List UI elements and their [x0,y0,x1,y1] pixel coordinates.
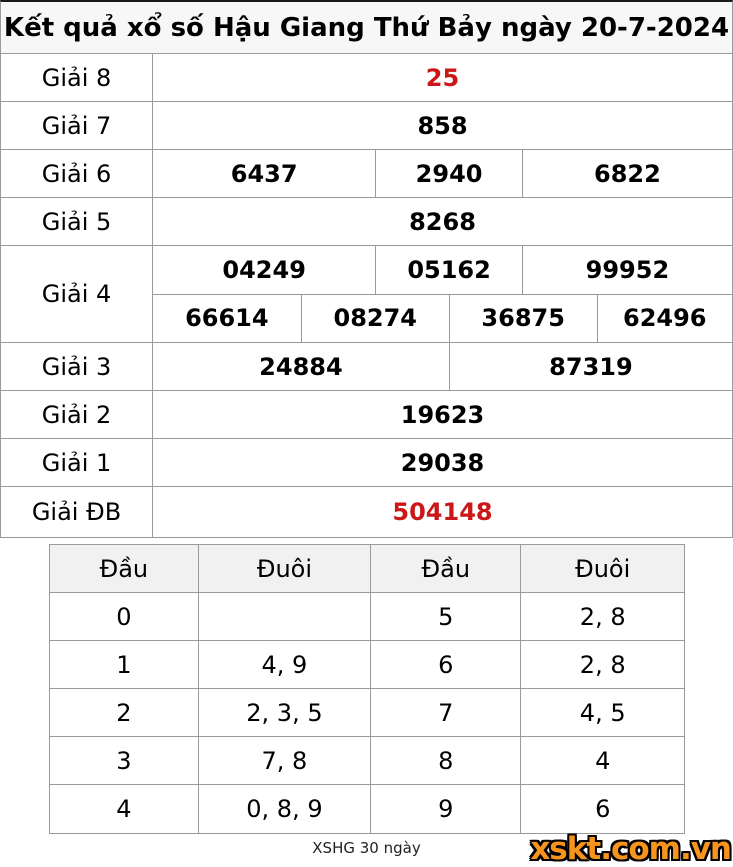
site-logo[interactable]: xskt.com.vn [530,831,732,867]
head-tail-row-2: 2 2, 3, 5 7 4, 5 [50,689,684,737]
head-cell: 5 [370,593,520,640]
prize-value-g4-4: 66614 [185,304,269,333]
prize-label-gdb: Giải ĐB [1,487,153,537]
tail-cell: 4, 9 [197,641,370,688]
prize-value-g5: 8268 [409,207,476,236]
tail-cell: 2, 8 [520,593,684,640]
head-cell: 0 [116,602,132,631]
tail-cell: 2, 8 [520,641,684,688]
prize-row-g8: Giải 8 25 [1,54,732,102]
head-tail-row-1: 1 4, 9 6 2, 8 [50,641,684,689]
head-cell: 1 [116,650,132,679]
prize-row-g4: Giải 4 04249 05162 99952 66614 08274 368… [1,246,732,343]
prize-label-g7: Giải 7 [1,102,153,149]
head-tail-header-row: Đầu Đuôi Đầu Đuôi [50,545,684,593]
prize-label-g2: Giải 2 [1,391,153,438]
prize-value-g8: 25 [425,63,460,92]
header-dau-left: Đầu [99,554,149,583]
head-tail-row-0: 0 5 2, 8 [50,593,684,641]
tail-cell: 4 [520,737,684,784]
head-cell: 7 [370,689,520,736]
tail-cell: 4, 5 [520,689,684,736]
prize-value-g4-3: 99952 [521,246,732,294]
page-title: Kết quả xổ số Hậu Giang Thứ Bảy ngày 20-… [1,2,732,54]
prize-row-g6: Giải 6 6437 2940 6822 [1,150,732,198]
head-cell: 4 [116,795,132,823]
prize-value-g3-1: 24884 [259,352,343,381]
prize-row-gdb: Giải ĐB 504148 [1,487,732,537]
tail-cell: 0, 8, 9 [197,785,370,833]
tail-cell: 6 [520,785,684,833]
prize-value-g6-3: 6822 [521,150,732,197]
header-duoi-left: Đuôi [197,545,370,592]
prize-value-g4-7: 62496 [596,294,733,342]
head-tail-row-4: 4 0, 8, 9 9 6 [50,785,684,833]
prize-value-gdb: 504148 [392,498,493,526]
prize-row-g5: Giải 5 8268 [1,198,732,246]
prize-row-g2: Giải 2 19623 [1,391,732,439]
tail-cell: 2, 3, 5 [197,689,370,736]
prize-value-g7: 858 [417,111,468,140]
prize-label-g5: Giải 5 [1,198,153,245]
prize-label-g1: Giải 1 [1,439,153,486]
prize-value-g4-6: 36875 [448,294,597,342]
prize-value-g6-1: 6437 [230,159,298,188]
prize-value-g6-2: 2940 [375,150,521,197]
head-tail-row-3: 3 7, 8 8 4 [50,737,684,785]
prize-label-g3: Giải 3 [1,343,153,390]
prize-row-g3: Giải 3 24884 87319 [1,343,732,391]
prize-value-g1: 29038 [400,448,485,477]
prize-value-g4-2: 05162 [375,246,521,294]
head-cell: 9 [370,785,520,833]
head-tail-table: Đầu Đuôi Đầu Đuôi 0 5 2, 8 1 4, 9 6 2, 8… [49,544,685,834]
header-duoi-right: Đuôi [520,545,684,592]
prize-label-g4: Giải 4 [1,246,153,342]
tail-cell [197,593,370,640]
prize-value-g4-5: 08274 [300,294,449,342]
prize-value-g3-2: 87319 [448,343,732,390]
head-cell: 8 [370,737,520,784]
prize-label-g8: Giải 8 [1,54,153,101]
prize-value-g4-1: 04249 [222,255,306,284]
head-cell: 3 [116,746,132,775]
prize-label-g6: Giải 6 [1,150,153,197]
prize-row-g1: Giải 1 29038 [1,439,732,487]
head-cell: 6 [370,641,520,688]
tail-cell: 7, 8 [197,737,370,784]
header-dau-right: Đầu [370,545,520,592]
results-table: Kết quả xổ số Hậu Giang Thứ Bảy ngày 20-… [0,0,733,538]
head-cell: 2 [116,698,132,727]
prize-row-g7: Giải 7 858 [1,102,732,150]
prize-value-g2: 19623 [400,400,485,429]
footer-caption: XSHG 30 ngày [312,839,421,857]
